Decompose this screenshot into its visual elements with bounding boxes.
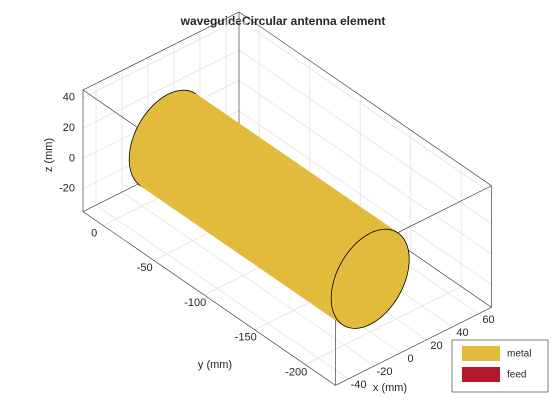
x-tick-label: -20	[377, 366, 393, 378]
box-edge	[335, 307, 492, 386]
grid-line	[121, 191, 375, 367]
x-tick-label: 0	[407, 353, 413, 365]
cylinder-front-end	[330, 228, 410, 329]
grid-line	[238, 19, 492, 194]
legend-label: feed	[507, 370, 526, 381]
x-tick-label: -40	[351, 379, 367, 391]
x-tick-label: 60	[482, 314, 494, 326]
y-axis-label: y (mm)	[198, 359, 232, 371]
chart-title: waveguideCircular antenna element	[180, 14, 386, 28]
z-axis-label: z (mm)	[43, 138, 55, 172]
x-tick-label: 40	[456, 327, 468, 339]
grid-line	[82, 19, 240, 98]
y-tick-label: -150	[235, 332, 257, 344]
box-edge	[82, 11, 240, 91]
box-edge	[82, 211, 336, 386]
y-tick-label: -50	[137, 262, 153, 274]
grid-line	[305, 286, 462, 365]
grid-line	[95, 204, 349, 380]
grid-line	[238, 110, 492, 285]
x-tick-label: 20	[430, 340, 442, 352]
legend-swatch	[462, 367, 500, 382]
y-tick-label: 0	[91, 227, 97, 239]
z-tick-label: 40	[63, 92, 75, 104]
grid-line	[82, 49, 240, 129]
legend-swatch	[462, 346, 500, 361]
z-tick-label: -20	[59, 183, 75, 195]
x-axis-label: x (mm)	[373, 382, 407, 394]
grid-line	[238, 49, 492, 225]
box-edge	[238, 11, 492, 186]
legend-label: metal	[507, 349, 531, 360]
z-tick-label: 0	[69, 152, 75, 164]
y-tick-label: -100	[184, 297, 206, 309]
y-tick-label: -200	[285, 366, 307, 378]
z-tick-label: 20	[63, 122, 75, 134]
grid-line	[238, 80, 492, 255]
